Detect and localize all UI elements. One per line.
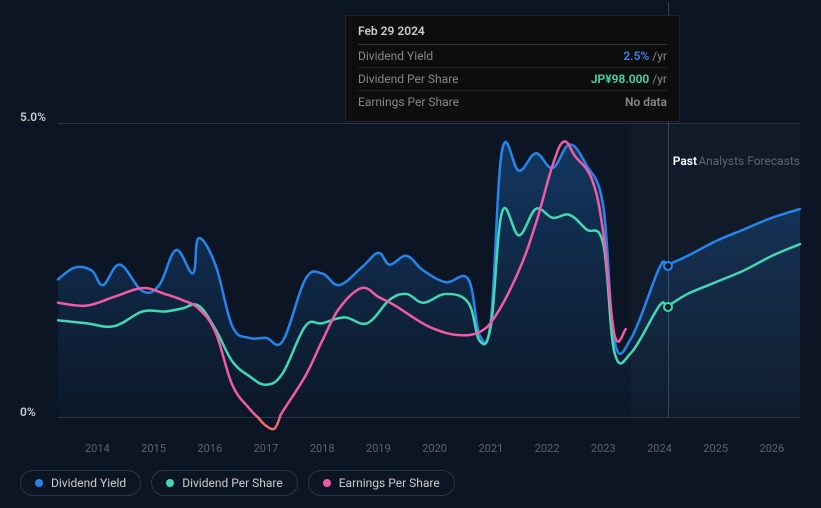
- y-axis-min: 0%: [20, 405, 36, 419]
- tooltip-row-label: Dividend Yield: [358, 49, 433, 63]
- tooltip-row: Earnings Per Share No data: [358, 91, 667, 113]
- x-tick: 2015: [141, 442, 166, 455]
- series-line: [258, 417, 280, 429]
- tooltip-date: Feb 29 2024: [358, 24, 667, 45]
- tooltip-row: Dividend Yield 2.5%/yr: [358, 45, 667, 68]
- tooltip-row-label: Earnings Per Share: [358, 95, 459, 109]
- x-tick: 2016: [197, 442, 222, 455]
- x-tick: 2025: [703, 442, 728, 455]
- series-marker: [663, 261, 673, 271]
- y-axis-max: 5.0%: [20, 110, 46, 124]
- plot-region[interactable]: Past Analysts Forecasts: [58, 123, 800, 418]
- legend-item[interactable]: Earnings Per Share: [308, 470, 455, 496]
- legend-label: Dividend Per Share: [182, 476, 283, 490]
- x-tick: 2014: [85, 442, 110, 455]
- x-tick: 2017: [254, 442, 279, 455]
- chart-area: 5.0% 0% Past Analysts Forecasts: [20, 105, 800, 440]
- tooltip-row-value: JP¥98.000/yr: [591, 72, 667, 86]
- series-marker: [663, 302, 673, 312]
- legend: Dividend Yield Dividend Per Share Earnings…: [20, 470, 455, 496]
- x-tick: 2020: [422, 442, 447, 455]
- legend-dot: [166, 479, 174, 487]
- x-axis: 2014 2015 2016 2017 2018 2019 2020 2021 2022 2023…: [58, 442, 800, 462]
- x-tick: 2022: [535, 442, 560, 455]
- legend-dot: [323, 479, 331, 487]
- x-tick: 2019: [366, 442, 391, 455]
- legend-item[interactable]: Dividend Yield: [20, 470, 141, 496]
- plot-svg: [58, 124, 800, 417]
- legend-dot: [35, 479, 43, 487]
- hover-tooltip: Feb 29 2024 Dividend Yield2.5%/yrDividen…: [345, 15, 680, 122]
- x-tick: 2018: [310, 442, 335, 455]
- x-tick: 2023: [591, 442, 616, 455]
- tooltip-row: Dividend Per Share JP¥98.000/yr: [358, 68, 667, 91]
- tooltip-row-value: 2.5%/yr: [623, 49, 667, 63]
- tooltip-row-value: No data: [625, 95, 667, 109]
- legend-item[interactable]: Dividend Per Share: [151, 470, 298, 496]
- legend-label: Earnings Per Share: [339, 476, 440, 490]
- x-tick: 2021: [478, 442, 503, 455]
- x-tick: 2026: [760, 442, 785, 455]
- legend-label: Dividend Yield: [51, 476, 126, 490]
- x-tick: 2024: [647, 442, 672, 455]
- tooltip-row-label: Dividend Per Share: [358, 72, 459, 86]
